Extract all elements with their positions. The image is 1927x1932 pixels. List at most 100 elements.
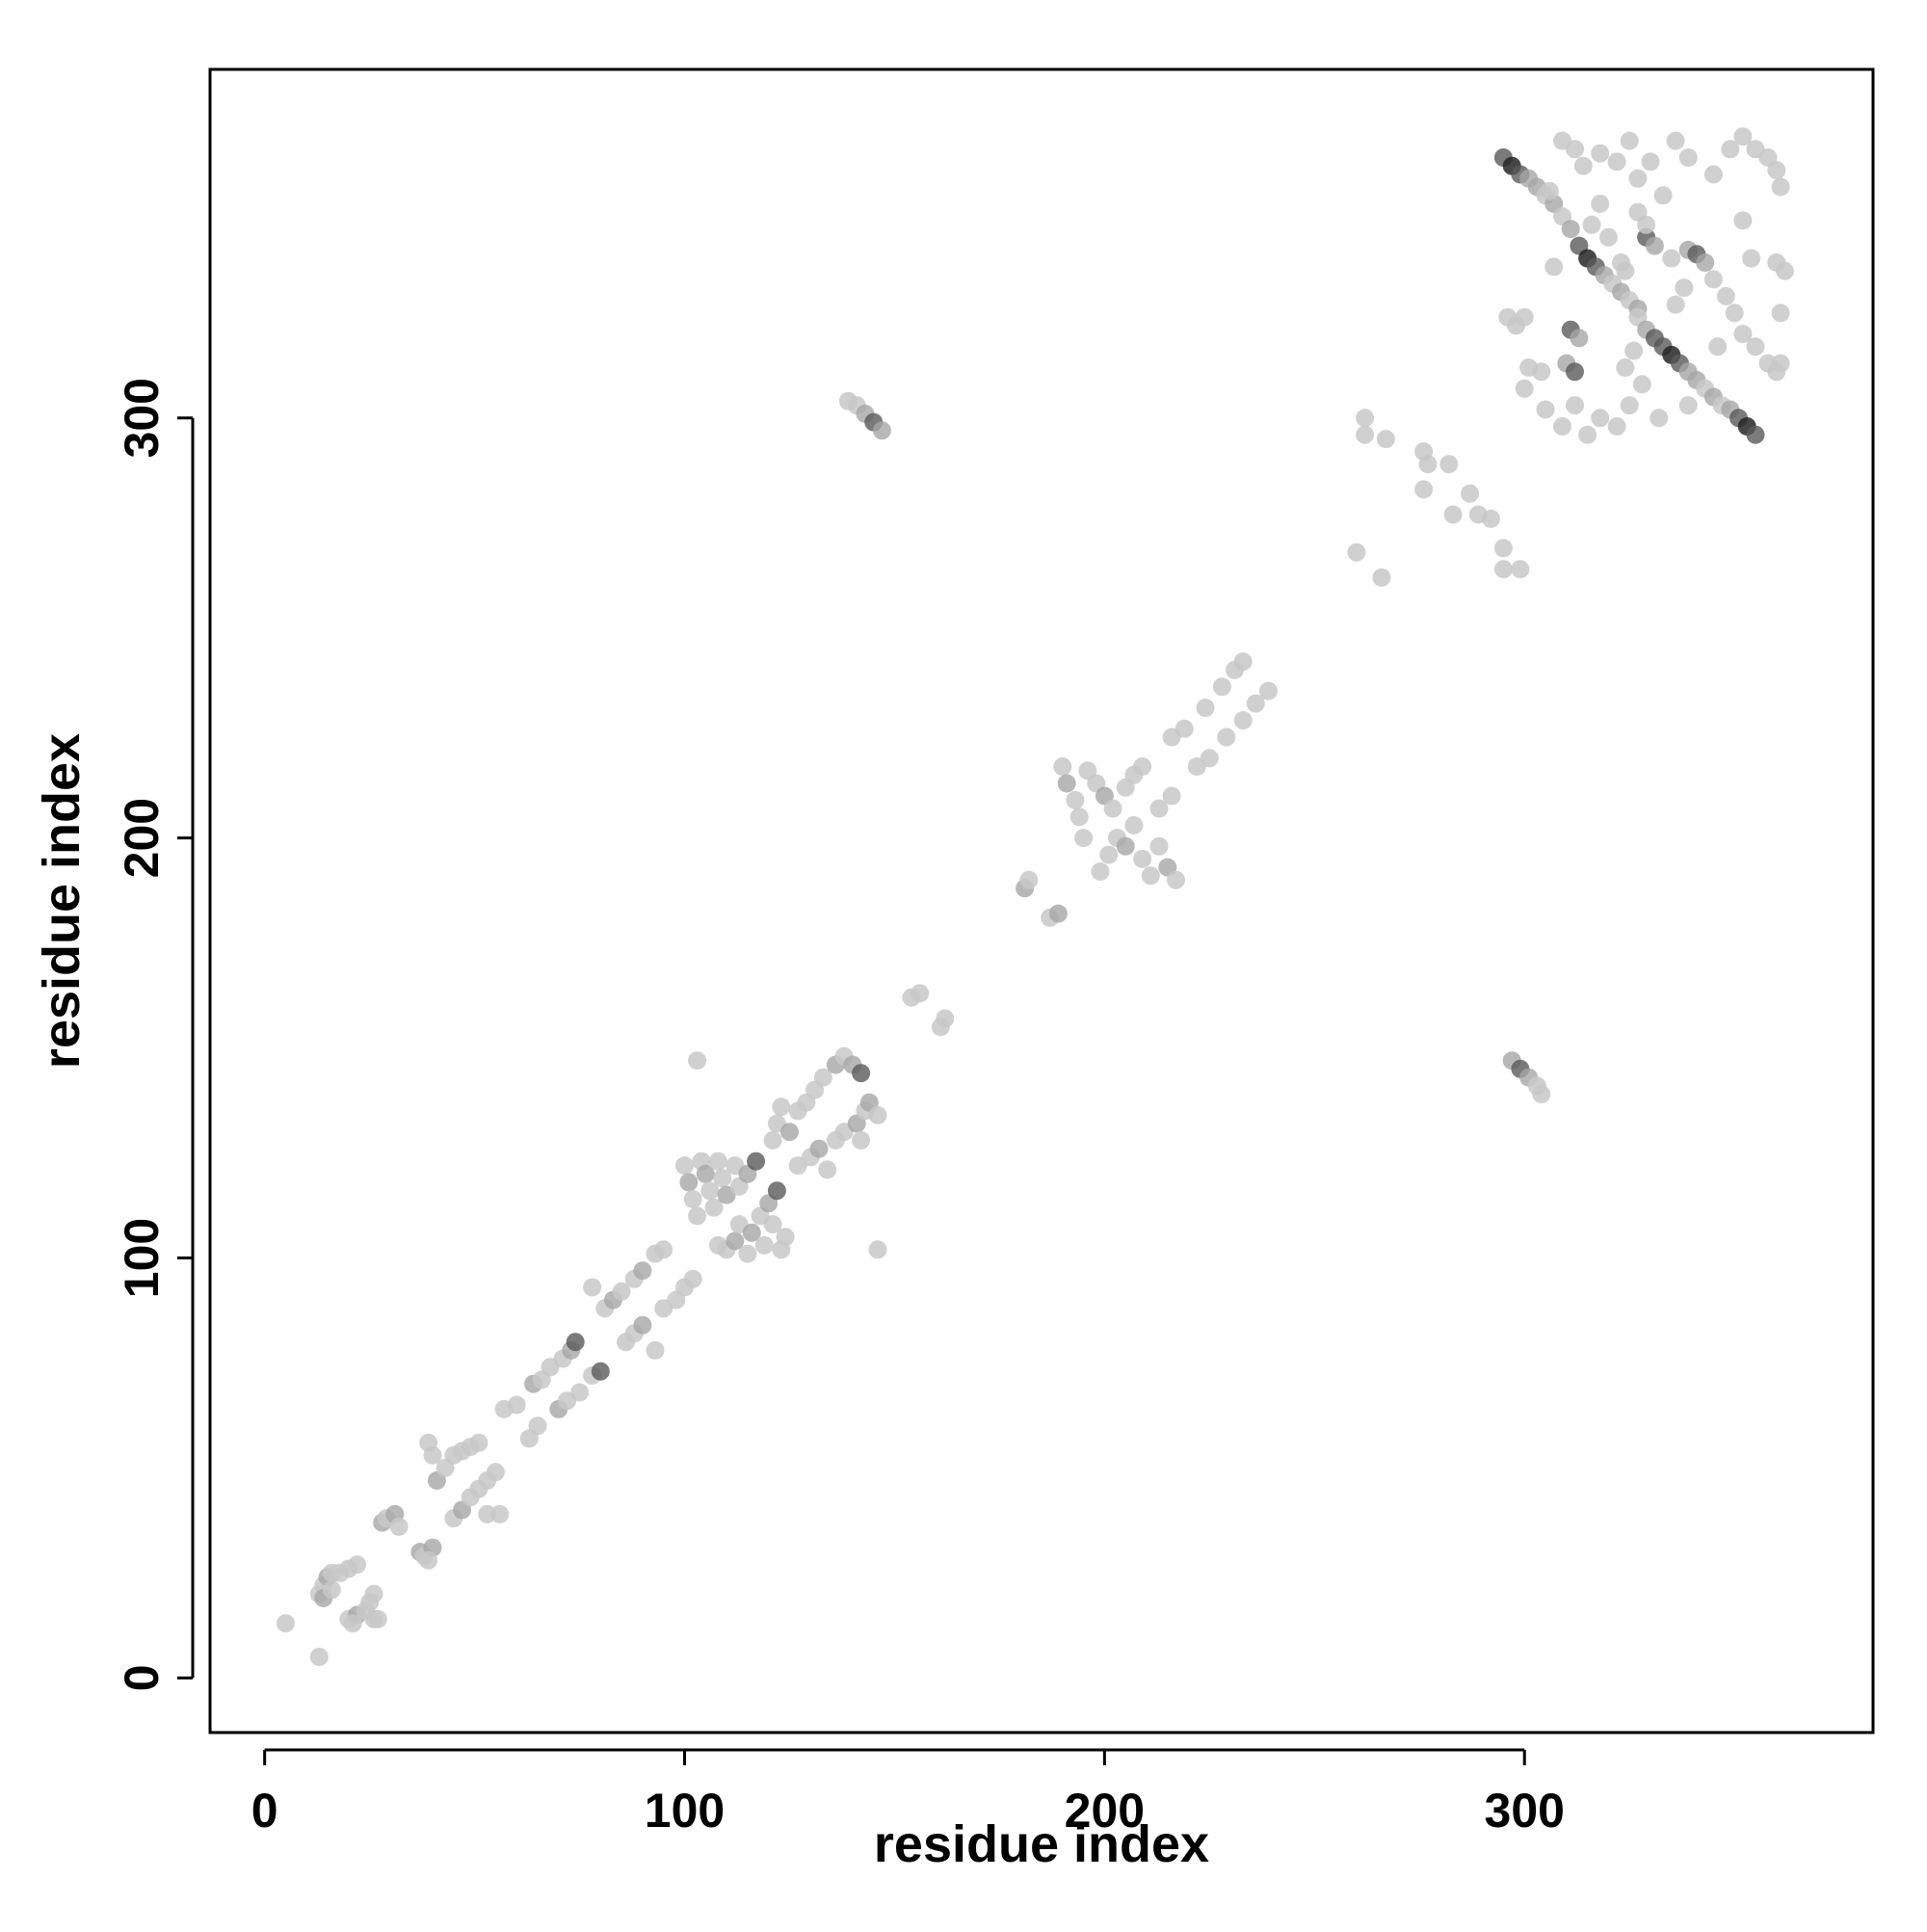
contact-point [1716, 286, 1735, 305]
contact-point [1678, 396, 1698, 415]
y-tick-label: 100 [115, 1218, 169, 1298]
contact-point [1099, 845, 1119, 864]
contact-point [772, 1098, 791, 1117]
contact-point [1212, 677, 1231, 697]
contact-point [1578, 425, 1597, 444]
contact-point [368, 1609, 387, 1628]
contact-point [322, 1580, 341, 1600]
contact-point [1414, 480, 1434, 499]
contact-point [633, 1315, 652, 1335]
contact-point [1624, 341, 1644, 360]
contact-point [1053, 757, 1072, 776]
x-tick-label: 300 [1485, 1784, 1565, 1838]
contact-point [1767, 161, 1786, 180]
contact-point [763, 1215, 782, 1234]
contact-point [1566, 362, 1584, 382]
contact-point [911, 984, 930, 1003]
contact-point [348, 1555, 367, 1575]
contact-point [675, 1156, 694, 1176]
contact-point [1616, 261, 1635, 280]
contact-point [1733, 211, 1753, 230]
contact-point [1582, 215, 1601, 234]
contact-point [507, 1395, 526, 1415]
contact-point [1074, 829, 1094, 848]
contact-point [868, 1240, 887, 1259]
contact-point [528, 1416, 547, 1436]
contact-point [1511, 560, 1530, 579]
contact-point [1217, 728, 1236, 747]
contact-point [633, 1261, 652, 1281]
contact-point [713, 1169, 732, 1188]
contact-point [1650, 409, 1669, 428]
contact-point [277, 1614, 295, 1633]
contact-point [1637, 215, 1656, 234]
contact-point [1372, 568, 1391, 587]
contact-point [1175, 719, 1194, 738]
contact-point [1591, 409, 1610, 428]
contact-point [818, 1160, 837, 1179]
contact-point [813, 1068, 832, 1087]
contact-point [780, 1123, 799, 1142]
contact-point [1771, 354, 1790, 373]
contact-point [566, 1333, 585, 1352]
contact-point [809, 1139, 829, 1158]
contact-point [1162, 786, 1181, 806]
contact-point [747, 1151, 766, 1171]
contact-point [646, 1340, 665, 1360]
contact-point [1544, 257, 1564, 277]
contact-point [1645, 236, 1664, 255]
contact-point [852, 1130, 871, 1150]
contact-point [1607, 417, 1626, 436]
contact-point [343, 1614, 362, 1633]
contact-point [767, 1181, 786, 1201]
contact-point [1515, 379, 1534, 398]
contact-point [1124, 816, 1144, 834]
contact-point [478, 1504, 497, 1523]
contact-point [1666, 295, 1685, 314]
x-tick-label: 100 [645, 1784, 725, 1838]
contact-point [1532, 1085, 1551, 1103]
contact-point [1616, 358, 1635, 377]
contact-point [1493, 560, 1513, 579]
contact-point [872, 421, 891, 440]
contact-point [583, 1278, 602, 1297]
contact-point [1141, 866, 1160, 886]
contact-point [423, 1445, 442, 1465]
contact-point [1116, 836, 1135, 856]
contact-point [688, 1051, 707, 1071]
contact-point [1771, 177, 1790, 197]
contact-point [1091, 862, 1110, 881]
contact-point [1628, 169, 1648, 188]
contact-point [1721, 140, 1740, 159]
contact-point [1258, 681, 1278, 701]
contact-point [419, 1550, 438, 1570]
x-tick-label: 0 [251, 1784, 278, 1838]
contact-point [1376, 430, 1395, 449]
contact-point [1703, 270, 1723, 289]
contact-point [1742, 249, 1761, 268]
contact-point [1566, 140, 1584, 159]
contact-point [1019, 870, 1039, 889]
contact-point [726, 1231, 745, 1251]
contact-point [1196, 699, 1215, 717]
contact-point [1591, 144, 1610, 163]
contact-point [1733, 325, 1753, 344]
contact-point [738, 1244, 757, 1263]
contact-point [852, 1064, 871, 1083]
contact-point [1103, 799, 1122, 818]
contact-point [1233, 652, 1253, 672]
contact-point [1069, 807, 1089, 827]
contact-point [1461, 484, 1480, 503]
contact-point [1725, 304, 1744, 323]
contact-point [490, 1504, 510, 1523]
contact-point [1167, 870, 1185, 889]
contact-point [1356, 409, 1375, 428]
contact-point [1573, 156, 1593, 175]
contact-point [704, 1198, 724, 1217]
contact-point [1532, 362, 1551, 382]
contact-point [1708, 337, 1728, 357]
contact-point [1620, 131, 1639, 150]
y-axis: 0 100 200 300 [115, 378, 195, 1691]
